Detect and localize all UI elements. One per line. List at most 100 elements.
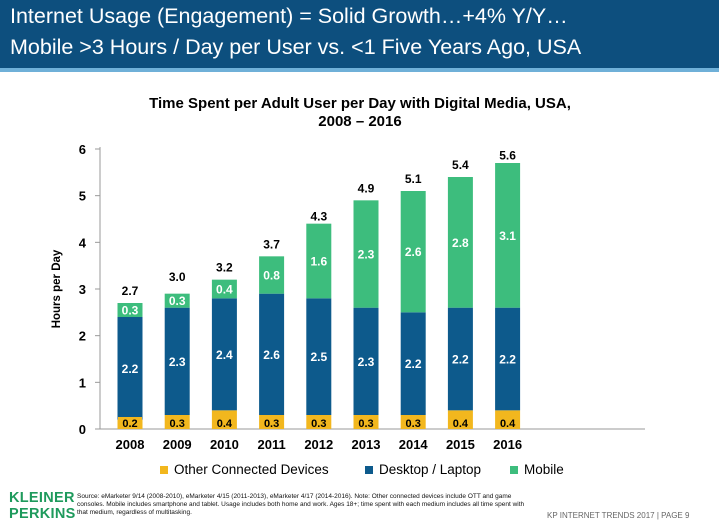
chart-labels: 0.2 2.2 0.3 2.7 0.3 2.3 0.3 3.0 0.4 2.4 0.4 3.2 0.3 2…: [118, 149, 520, 430]
segment-label-desktop-laptop: 2.2: [405, 357, 422, 371]
segment-label-bg: [165, 417, 190, 429]
segment-label-desktop-laptop: 2.2: [499, 353, 516, 367]
segment-label-mobile: 2.6: [405, 245, 422, 259]
chart-title-line-2: 2008 – 2016: [318, 113, 402, 130]
total-label: 5.1: [405, 172, 422, 186]
segment-label-desktop-laptop: 2.2: [122, 362, 139, 376]
segment-label-other-connected-devices: 0.3: [406, 418, 421, 430]
y-axis-label: Hours per Day: [51, 249, 63, 328]
bar-segment-desktop-laptop: [447, 307, 473, 411]
bar-segment-desktop-laptop: [211, 298, 237, 411]
segment-label-bg: [354, 417, 378, 429]
bar-segment-mobile: [353, 200, 379, 308]
bar-segment-desktop-laptop: [495, 307, 521, 411]
legend-item-other-connected-devices: Other Connected Devices: [160, 462, 329, 477]
x-tick-label: 2012: [304, 437, 333, 452]
legend-item-desktop-laptop: Desktop / Laptop: [365, 462, 481, 477]
segment-label-bg: [401, 417, 426, 429]
segment-label-desktop-laptop: 2.3: [358, 355, 375, 369]
x-tick-label: 2011: [257, 437, 285, 452]
legend-swatch-mobile: [510, 465, 518, 474]
segment-label-other-connected-devices: 0.3: [358, 418, 373, 430]
segment-label-other-connected-devices: 0.3: [170, 418, 185, 430]
segment-label-mobile: 0.8: [263, 269, 280, 283]
slide-title-line-1: Internet Usage (Engagement) = Solid Grow…: [10, 4, 568, 28]
bar-segment-mobile: [211, 279, 237, 299]
segment-label-bg: [118, 417, 142, 429]
y-tick-label: 3: [79, 282, 86, 297]
x-tick-label: 2016: [493, 437, 522, 452]
legend-item-mobile: Mobile: [510, 462, 564, 477]
y-tick-label: 4: [79, 235, 87, 250]
bar-segment-desktop-laptop: [400, 312, 426, 415]
segment-label-mobile: 0.3: [169, 294, 186, 308]
chart-title-line-1: Time Spent per Adult User per Day with D…: [149, 95, 571, 112]
segment-label-bg: [259, 417, 284, 429]
logo-line-2: PERKINS: [9, 505, 76, 522]
segment-label-desktop-laptop: 2.4: [216, 348, 233, 362]
slide-header: Internet Usage (Engagement) = Solid Grow…: [0, 0, 719, 68]
bar-segment-mobile: [117, 303, 143, 317]
total-label: 5.4: [452, 158, 469, 172]
total-label: 4.3: [310, 209, 327, 223]
bar-segment-mobile: [447, 177, 473, 308]
bar-segment-mobile: [306, 223, 332, 299]
bar-segment-mobile: [164, 293, 190, 308]
segment-label-other-connected-devices: 0.4: [453, 418, 469, 430]
legend-swatch-other-connected-devices: [160, 465, 168, 474]
segment-label-bg: [495, 417, 520, 429]
logo-line-1: KLEINER: [9, 490, 75, 506]
total-label: 3.0: [169, 270, 186, 284]
total-label: 5.6: [499, 149, 516, 163]
y-tick-label: 5: [79, 189, 86, 204]
total-label: 3.2: [216, 261, 233, 275]
header-divider: [0, 68, 719, 72]
segment-label-mobile: 0.3: [122, 304, 139, 318]
bar-segment-desktop-laptop: [353, 307, 379, 415]
x-tick-label: 2013: [352, 437, 381, 452]
bar-segment-desktop-laptop: [306, 298, 332, 415]
total-label: 4.9: [358, 181, 375, 195]
source-note: Source: eMarketer 9/14 (2008-2010), eMar…: [77, 493, 525, 516]
legend-swatch-desktop-laptop: [365, 465, 373, 474]
segment-label-desktop-laptop: 2.5: [310, 350, 327, 364]
segment-label-desktop-laptop: 2.3: [169, 355, 186, 369]
segment-label-mobile: 0.4: [216, 283, 233, 297]
bar-segment-mobile: [495, 163, 521, 308]
slide-title-line-2: Mobile >3 Hours / Day per User vs. <1 Fi…: [10, 35, 582, 59]
segment-label-mobile: 2.3: [358, 248, 375, 262]
legend-label-mobile: Mobile: [524, 462, 564, 477]
bar-segment-desktop-laptop: [164, 307, 190, 415]
chart-title: Time Spent per Adult User per Day with D…: [60, 95, 660, 131]
segment-label-desktop-laptop: 2.2: [452, 353, 469, 367]
x-tick-label: 2008: [116, 437, 145, 452]
x-tick-label: 2009: [163, 437, 192, 452]
kleiner-perkins-logo: KLEINER PERKINS: [9, 490, 76, 522]
segment-label-bg: [448, 417, 473, 429]
y-tick-label: 2: [79, 329, 86, 344]
segment-label-desktop-laptop: 2.6: [263, 348, 280, 362]
y-tick-label: 1: [79, 375, 86, 390]
segment-label-other-connected-devices: 0.3: [264, 418, 279, 430]
chart-axes: 0 1 2 3 4 5 6 Hours per Day 2008 2009 2010 2011 2012…: [51, 142, 645, 452]
bar-segment-mobile: [400, 191, 426, 313]
segment-label-other-connected-devices: 0.4: [500, 418, 516, 430]
total-label: 2.7: [122, 284, 139, 298]
x-tick-label: 2014: [399, 437, 429, 452]
bar-segment-desktop-laptop: [259, 293, 285, 415]
segment-label-other-connected-devices: 0.2: [122, 418, 137, 430]
bar-segment-mobile: [259, 256, 285, 294]
x-tick-label: 2015: [446, 437, 475, 452]
legend-label-desktop-laptop: Desktop / Laptop: [379, 462, 482, 477]
segment-label-bg: [306, 417, 331, 429]
y-tick-label: 0: [79, 422, 86, 437]
bar-segment-desktop-laptop: [117, 317, 143, 420]
page-footer: KP INTERNET TRENDS 2017 | PAGE 9: [547, 511, 690, 520]
total-label: 3.7: [263, 237, 280, 251]
segment-label-mobile: 1.6: [310, 255, 327, 269]
segment-label-other-connected-devices: 0.4: [217, 418, 233, 430]
segment-label-mobile: 2.8: [452, 236, 469, 250]
segment-label-bg: [212, 417, 237, 429]
y-tick-label: 6: [79, 142, 86, 157]
